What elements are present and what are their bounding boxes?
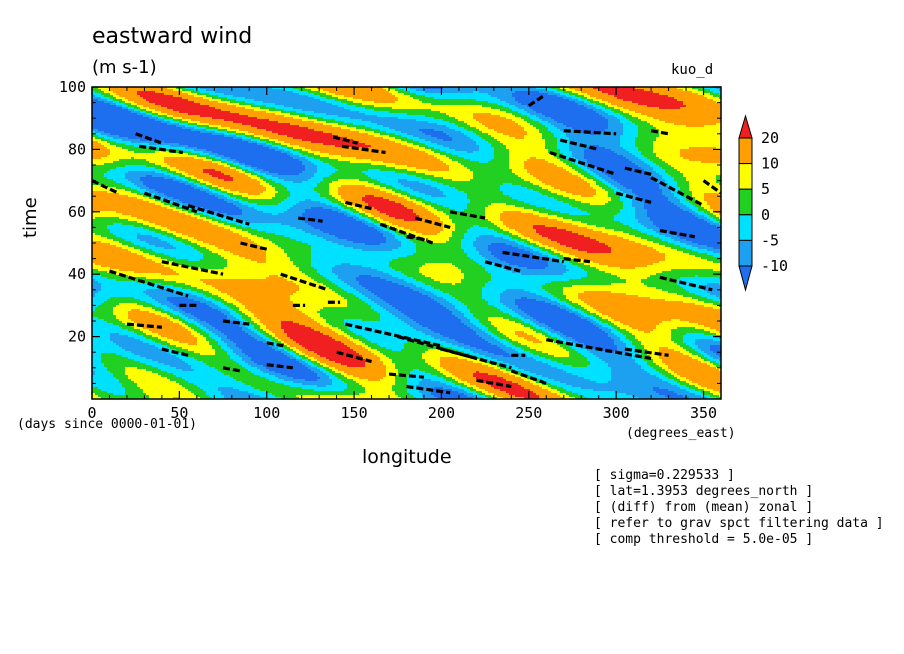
y-tick-label: 40 [68, 265, 86, 283]
y-tick-label: 20 [68, 328, 86, 346]
colorbar-label: -10 [761, 257, 788, 275]
colorbar-label: -5 [761, 231, 779, 249]
annotation-line: [ comp threshold = 5.0e-05 ] [594, 532, 884, 548]
x-tick-label: 200 [428, 404, 455, 422]
colorbar-segment [739, 116, 752, 138]
y-tick-label: 100 [59, 78, 86, 96]
annotation-block: [ sigma=0.229533 ] [ lat=1.3953 degrees_… [594, 468, 884, 548]
wind-field [92, 87, 722, 399]
x-tick-label: 250 [515, 404, 542, 422]
y-tick-label: 60 [68, 203, 86, 221]
colorbar-label: 10 [761, 155, 779, 173]
y-axis-units: (days since 0000-01-01) [17, 417, 197, 432]
x-axis-label: longitude [362, 446, 452, 468]
y-tick-label: 80 [68, 140, 86, 158]
colorbar-segment [739, 138, 752, 164]
annotation-line: [ lat=1.3953 degrees_north ] [594, 484, 884, 500]
annotation-line: [ (diff) from (mean) zonal ] [594, 500, 884, 516]
x-tick-label: 300 [603, 404, 630, 422]
colorbar-segment [739, 215, 752, 241]
x-tick-label: 100 [253, 404, 280, 422]
colorbar: 20 10 5 0 -5 -10 [739, 116, 788, 290]
colorbar-label: 5 [761, 180, 770, 198]
colorbar-segment [739, 164, 752, 190]
annotation-line: [ refer to grav spct filtering data ] [594, 516, 884, 532]
x-tick-label: 350 [690, 404, 717, 422]
colorbar-label: 20 [761, 129, 779, 147]
colorbar-label: 0 [761, 206, 770, 224]
colorbar-segment [739, 266, 752, 290]
colorbar-segment [739, 189, 752, 215]
colorbar-segment [739, 240, 752, 266]
annotation-line: [ sigma=0.229533 ] [594, 468, 884, 484]
x-tick-label: 150 [341, 404, 368, 422]
x-axis-units: (degrees_east) [626, 426, 736, 441]
y-axis-label: time [20, 197, 41, 238]
